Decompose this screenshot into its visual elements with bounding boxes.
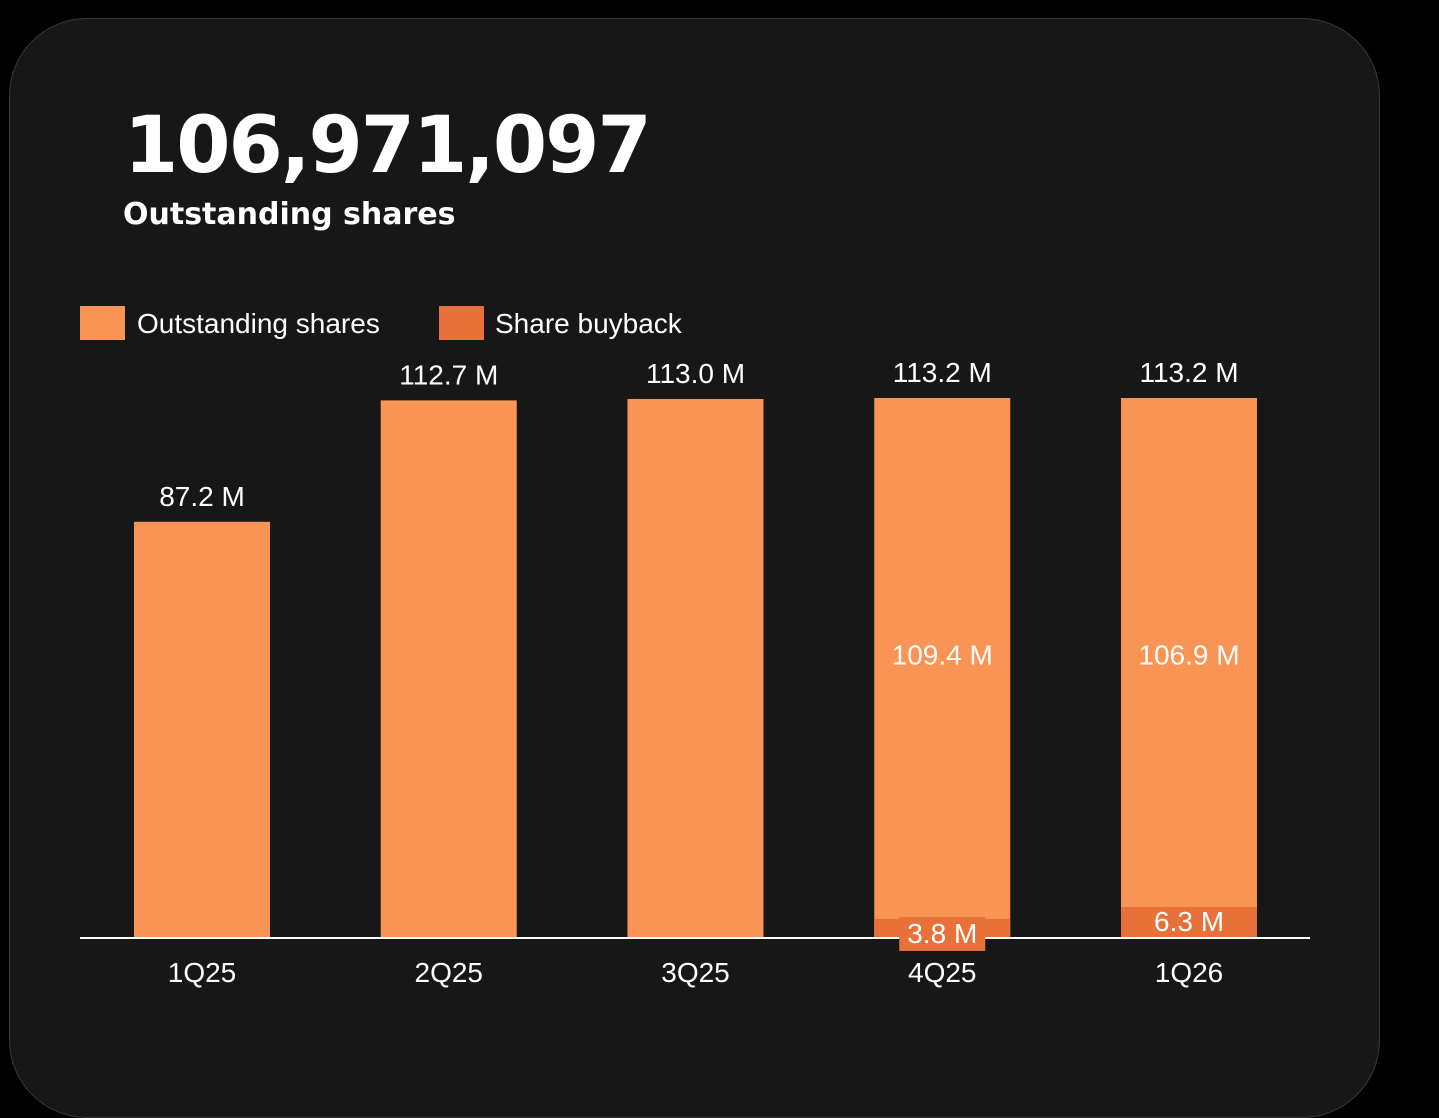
x-tick-label-2Q25: 2Q25 xyxy=(415,957,484,988)
stacked-bar-chart: Outstanding shares Share buyback 87.2 M 1… xyxy=(80,306,1310,988)
bar-outstanding-3Q25 xyxy=(627,398,764,938)
headline-caption: Outstanding shares xyxy=(123,197,456,232)
x-tick-label-1Q26: 1Q26 xyxy=(1155,957,1224,988)
bar-outstanding-2Q25 xyxy=(380,400,517,937)
legend-label-buyback: Share buyback xyxy=(495,308,683,339)
bar-outstanding-4Q25 xyxy=(874,398,1011,937)
bars-layer xyxy=(134,398,1257,938)
x-tick-label-3Q25: 3Q25 xyxy=(661,957,730,988)
buyback-value-label-4Q25: 3.8 M xyxy=(907,918,977,949)
total-value-label-1Q25: 87.2 M xyxy=(159,481,245,512)
legend-swatch-buyback xyxy=(439,306,484,340)
outstanding-value-label-1Q26: 106.9 M xyxy=(1138,640,1239,671)
buyback-value-label-1Q26: 6.3 M xyxy=(1154,906,1224,937)
x-tick-label-4Q25: 4Q25 xyxy=(908,957,977,988)
total-value-label-4Q25: 113.2 M xyxy=(893,357,992,388)
total-value-label-1Q26: 113.2 M xyxy=(1139,357,1238,388)
outstanding-value-label-4Q25: 109.4 M xyxy=(892,640,993,671)
bar-outstanding-1Q26 xyxy=(1121,398,1257,937)
total-value-label-2Q25: 112.7 M xyxy=(399,359,498,390)
legend-label-outstanding: Outstanding shares xyxy=(137,308,380,339)
legend: Outstanding shares Share buyback xyxy=(80,306,683,340)
buyback-label-bg-4Q25 xyxy=(899,916,986,951)
legend-swatch-outstanding xyxy=(80,306,125,340)
labels-layer: 87.2 M 1Q25 112.7 M 2Q25 113.0 M 3Q25 3.8 M 113… xyxy=(159,357,1239,988)
bar-outstanding-1Q25 xyxy=(134,521,270,937)
x-tick-label-1Q25: 1Q25 xyxy=(168,957,237,988)
bar-buyback-1Q26 xyxy=(1121,907,1257,937)
total-value-label-3Q25: 113.0 M xyxy=(646,358,745,389)
headline-value: 106,971,097 xyxy=(124,101,652,191)
